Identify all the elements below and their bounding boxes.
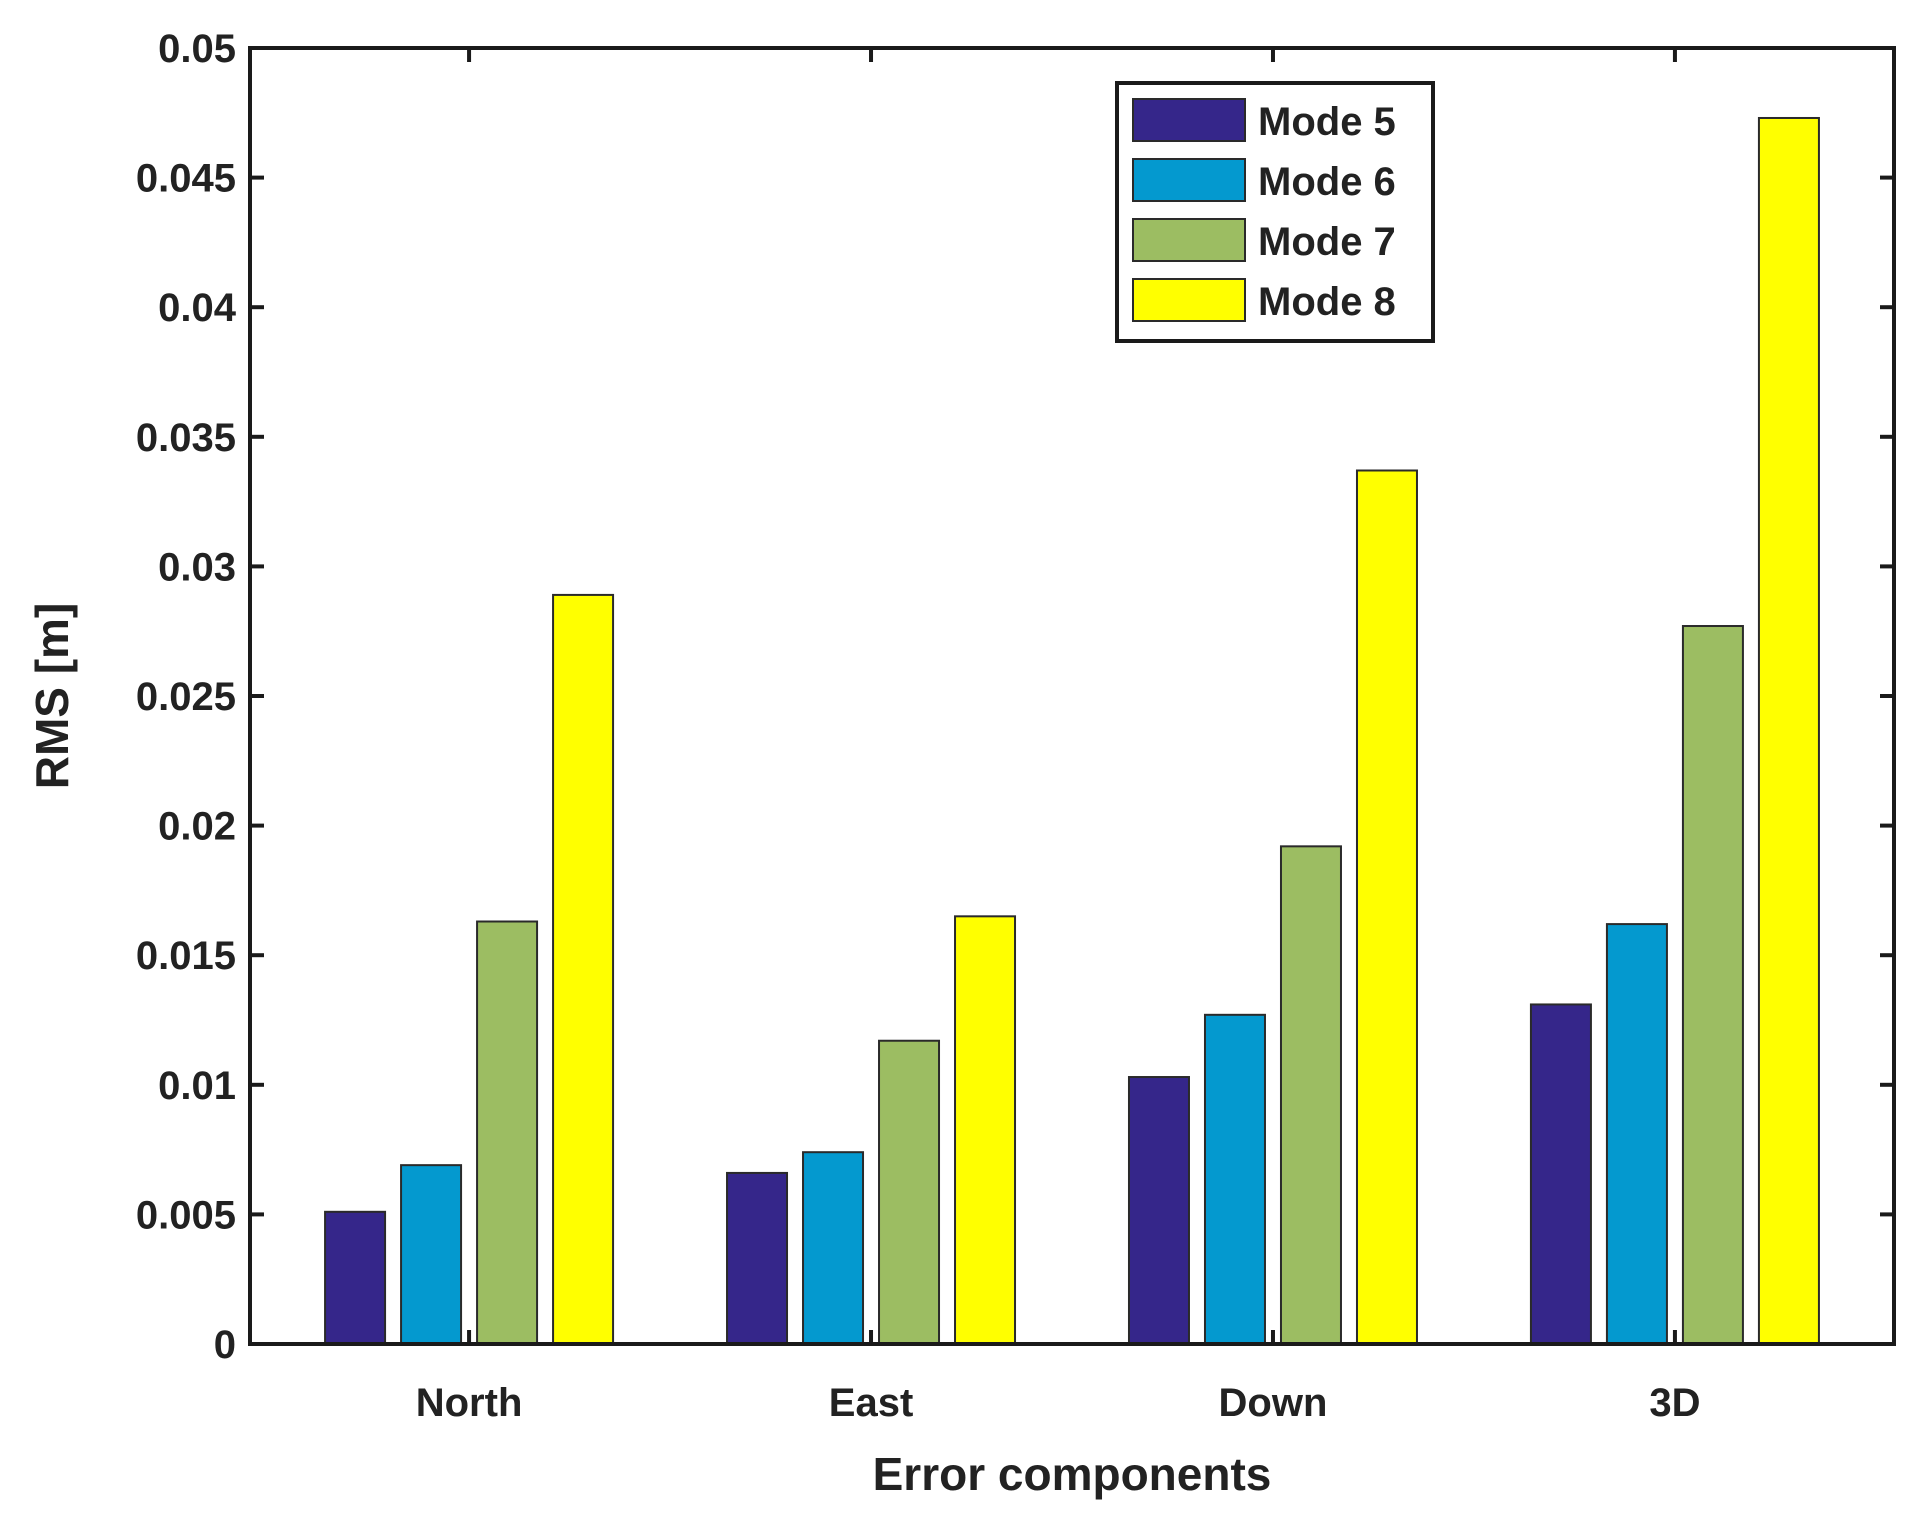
bar-mode-5-east [726, 1171, 789, 1345]
ticks-layer [250, 46, 1894, 1346]
bar-mode-6-east [802, 1151, 865, 1346]
legend-swatch [1132, 278, 1246, 322]
x-tick-labels: North East Down 3D [416, 1381, 1701, 1425]
y-tick-label: 0.01 [158, 1064, 236, 1108]
y-tick-label: 0.035 [136, 416, 236, 460]
bar-mode-7-east [878, 1039, 941, 1345]
y-tick-label: 0.015 [136, 934, 236, 978]
x-tick-label: 3D [1649, 1381, 1700, 1425]
y-tick-label: 0.045 [136, 157, 236, 201]
plot-frame [248, 46, 1896, 1346]
y-tick-labels: 0 0.005 0.01 0.015 0.02 0.025 0.03 0.035 0.04 0.0… [136, 27, 237, 1367]
bar-mode-5-north [324, 1210, 387, 1345]
legend-label: Mode 5 [1258, 100, 1396, 144]
legend-swatch [1132, 218, 1246, 262]
bar-mode-7-3d [1681, 625, 1744, 1345]
y-tick-label: 0.03 [158, 545, 236, 589]
y-tick-label: 0.005 [136, 1193, 236, 1237]
y-tick-label: 0 [214, 1323, 236, 1367]
bar-mode-6-3d [1605, 923, 1668, 1345]
bar-mode-6-down [1203, 1013, 1266, 1345]
bar-mode-8-north [552, 593, 615, 1345]
y-tick-label: 0.025 [136, 675, 236, 719]
bar-mode-5-down [1127, 1076, 1190, 1346]
bar-mode-7-down [1279, 845, 1342, 1345]
bar-mode-8-east [954, 915, 1017, 1345]
y-axis-label: RMS [m] [26, 603, 78, 790]
legend-label: Mode 6 [1258, 160, 1396, 204]
x-tick-label: East [829, 1381, 914, 1425]
bars-layer [324, 116, 1820, 1346]
y-tick-label: 0.02 [158, 805, 236, 849]
bar-mode-5-3d [1529, 1003, 1592, 1345]
bar-mode-7-north [476, 920, 539, 1346]
legend-label: Mode 7 [1258, 220, 1396, 264]
y-tick-label: 0.04 [158, 286, 237, 330]
legend-swatch [1132, 98, 1246, 142]
legend: Mode 5 Mode 6 Mode 7 Mode 8 [1115, 81, 1435, 343]
x-tick-label: Down [1219, 1381, 1328, 1425]
bar-mode-6-north [400, 1164, 463, 1345]
bar-mode-8-3d [1757, 116, 1820, 1345]
x-axis-label: Error components [873, 1448, 1272, 1500]
bar-mode-8-down [1355, 469, 1418, 1346]
legend-swatch [1132, 158, 1246, 202]
x-tick-label: North [416, 1381, 523, 1425]
legend-label: Mode 8 [1258, 280, 1396, 324]
legend-items: Mode 5 Mode 6 Mode 7 Mode 8 [1132, 98, 1396, 324]
y-tick-label: 0.05 [158, 27, 236, 71]
